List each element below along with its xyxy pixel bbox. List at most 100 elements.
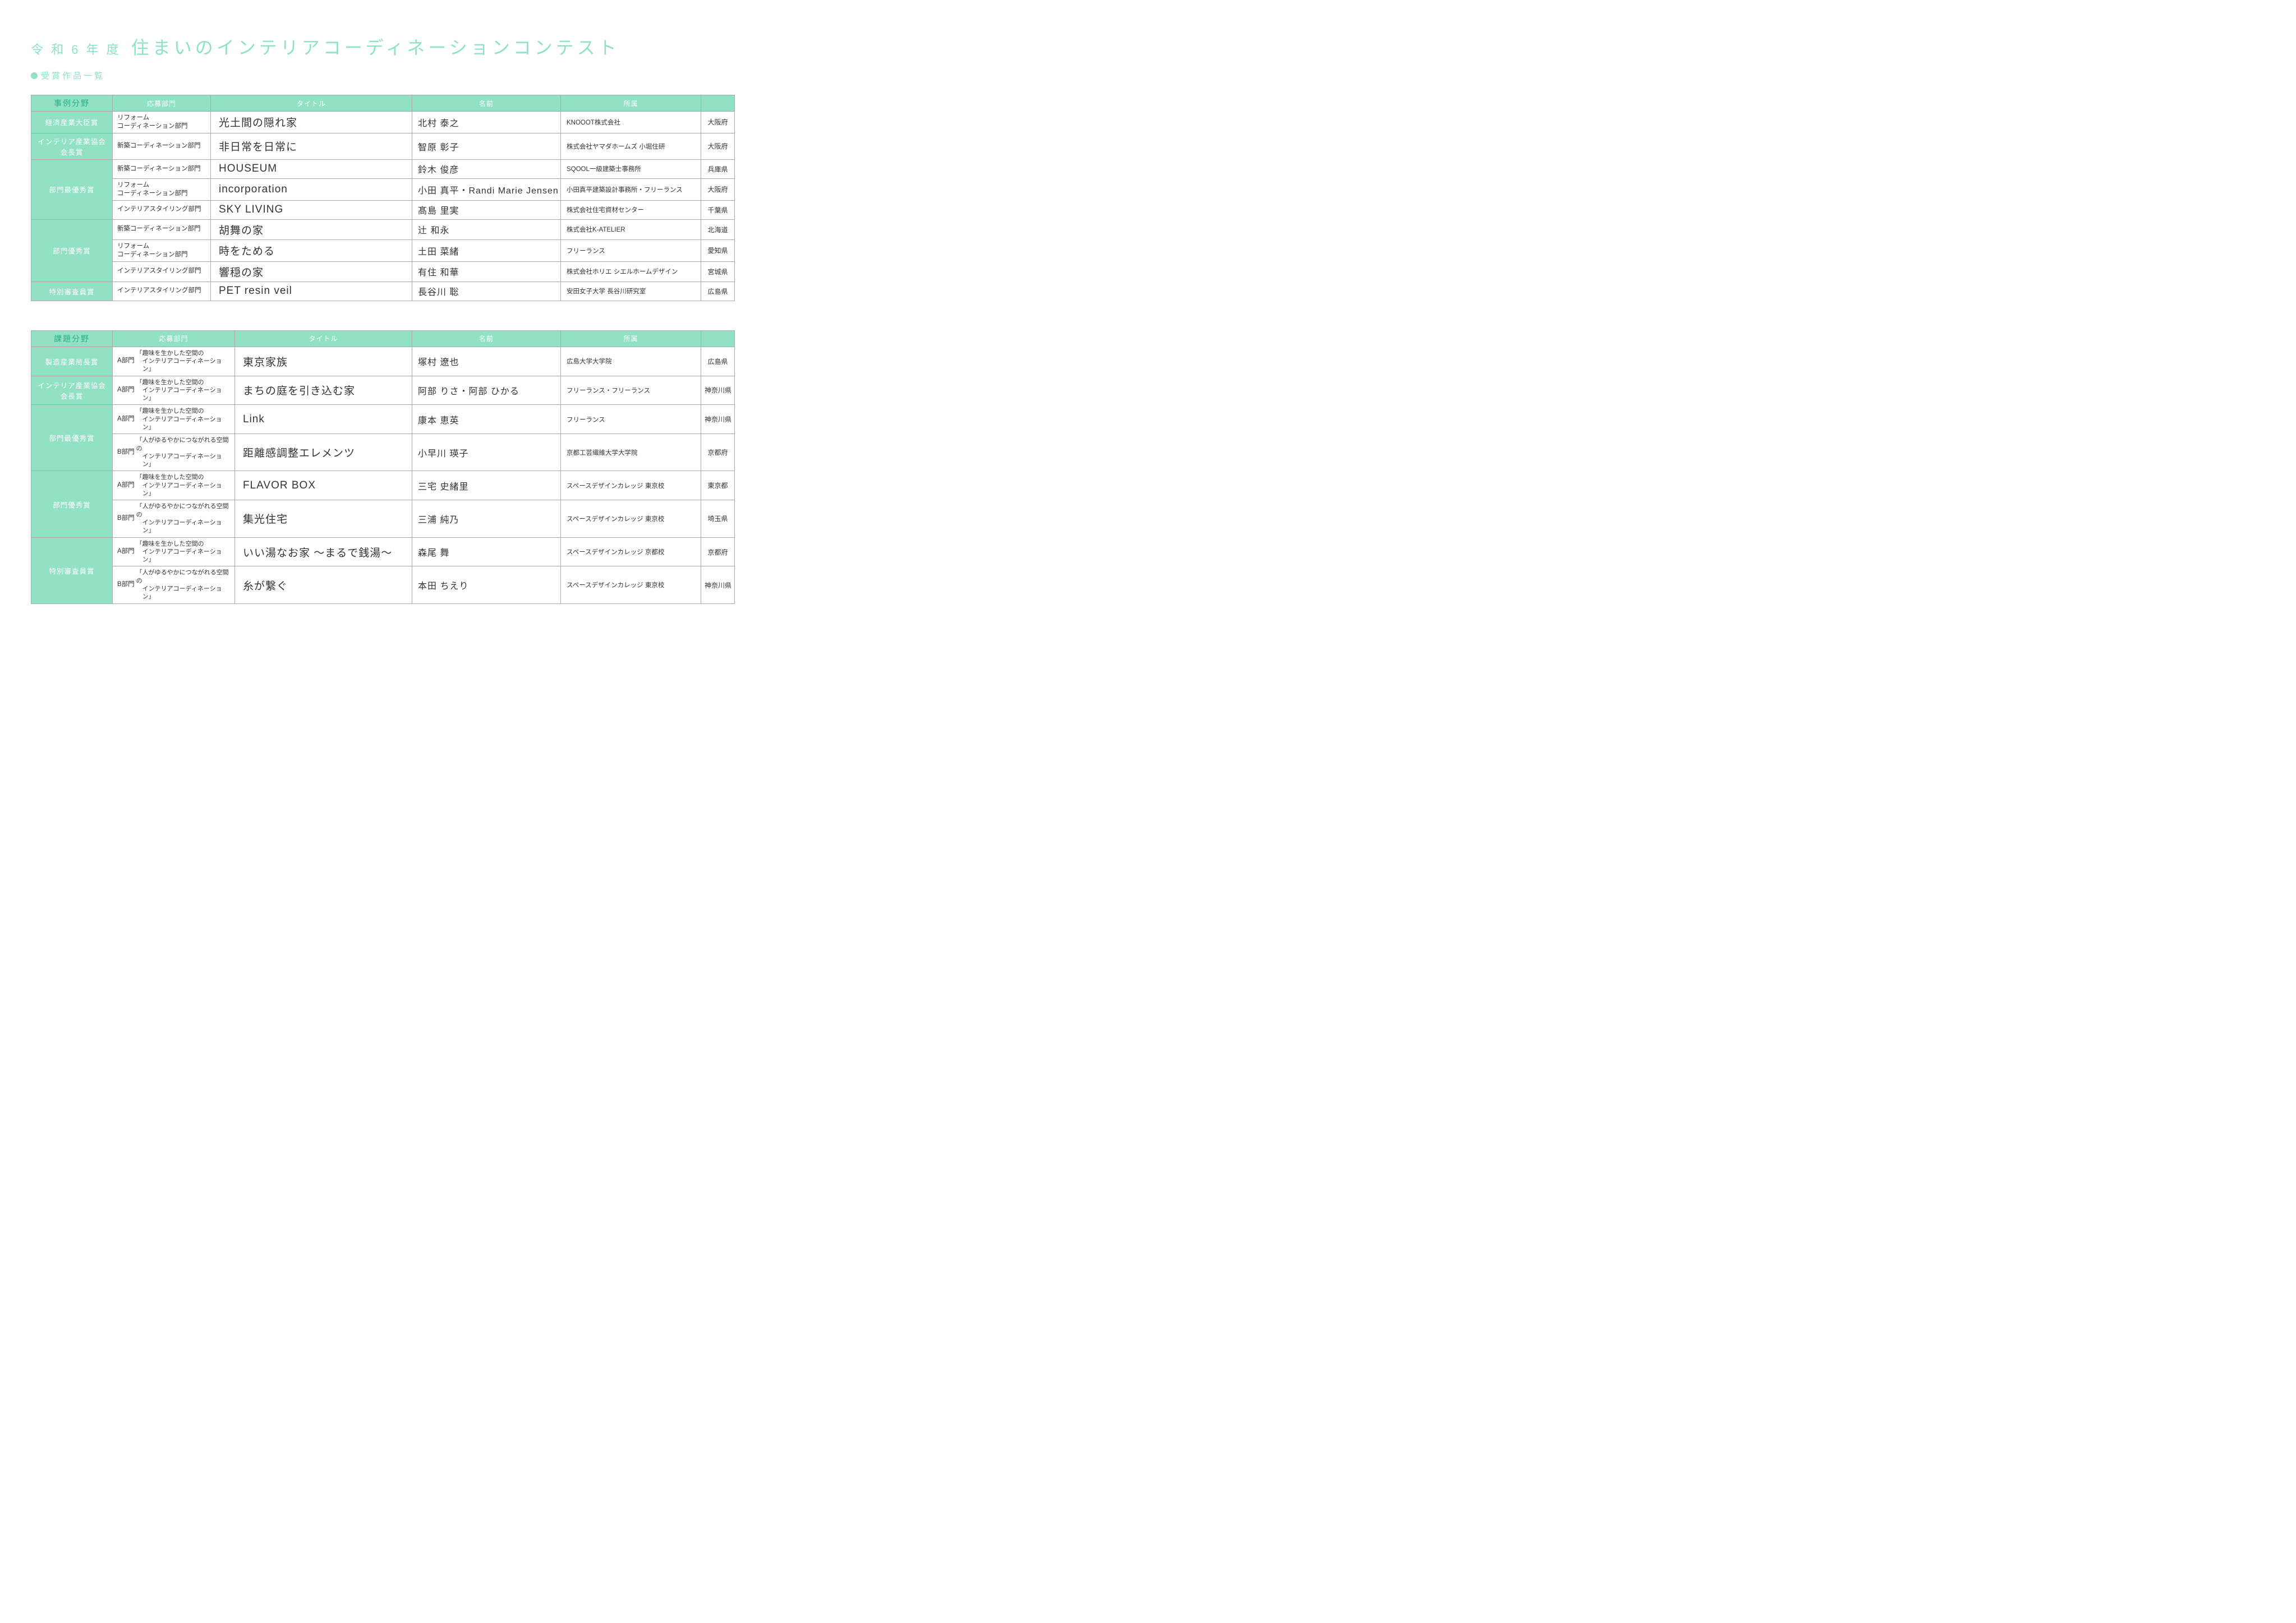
award-cell: インテリア産業協会会長賞 xyxy=(31,133,113,159)
col-aff: 所属 xyxy=(561,330,701,347)
table-row: リフォームコーディネーション部門時をためる土田 菜緒フリーランス愛知県 xyxy=(31,239,735,261)
table-row: リフォームコーディネーション部門incorporation小田 真平・Randi… xyxy=(31,178,735,200)
section-header: 課題分野 xyxy=(31,330,113,347)
col-aff: 所属 xyxy=(561,95,701,112)
table-row: 特別審査員賞インテリアスタイリング部門PET resin veil長谷川 聡安田… xyxy=(31,282,735,301)
name-cell: 阿部 りさ・阿部 ひかる xyxy=(412,376,561,405)
dept-cell: 新築コーディネーション部門 xyxy=(113,159,211,178)
col-dept: 応募部門 xyxy=(113,95,211,112)
affiliation-cell: フリーランス xyxy=(561,405,701,434)
prefecture-cell: 千葉県 xyxy=(701,200,735,219)
table-row: 経済産業大臣賞リフォームコーディネーション部門光土間の隠れ家北村 泰之KNOOO… xyxy=(31,112,735,133)
award-cell: 部門優秀賞 xyxy=(31,471,113,537)
prefecture-cell: 埼玉県 xyxy=(701,500,735,537)
name-cell: 三浦 純乃 xyxy=(412,500,561,537)
prefecture-cell: 北海道 xyxy=(701,219,735,239)
table-header-row: 事例分野 応募部門 タイトル 名前 所属 xyxy=(31,95,735,112)
table-row: 部門最優秀賞新築コーディネーション部門HOUSEUM鈴木 俊彦SQOOL一級建築… xyxy=(31,159,735,178)
title-cell: 時をためる xyxy=(211,239,412,261)
table-row: インテリア産業協会会長賞A部門「趣味を生かした空間のインテリアコーディネーション… xyxy=(31,376,735,405)
affiliation-cell: 広島大学大学院 xyxy=(561,347,701,376)
awards-table-jirei: 事例分野 応募部門 タイトル 名前 所属 経済産業大臣賞リフォームコーディネーシ… xyxy=(31,95,735,301)
prefecture-cell: 大阪府 xyxy=(701,112,735,133)
award-cell: インテリア産業協会会長賞 xyxy=(31,376,113,405)
dept-cell: B部門「人がゆるやかにつながれる空間のインテリアコーディネーション」 xyxy=(113,434,235,471)
name-cell: 三宅 史緒里 xyxy=(412,471,561,500)
table-row: 特別審査員賞A部門「趣味を生かした空間のインテリアコーディネーション」いい湯なお… xyxy=(31,537,735,566)
affiliation-cell: フリーランス xyxy=(561,239,701,261)
subtitle-row: 受賞作品一覧 xyxy=(31,70,735,81)
page-header: 令 和 6 年 度 住まいのインテリアコーディネーションコンテスト xyxy=(31,34,735,59)
table-row: B部門「人がゆるやかにつながれる空間のインテリアコーディネーション」距離感調整エ… xyxy=(31,434,735,471)
dept-cell: B部門「人がゆるやかにつながれる空間のインテリアコーディネーション」 xyxy=(113,566,235,603)
dept-cell: B部門「人がゆるやかにつながれる空間のインテリアコーディネーション」 xyxy=(113,500,235,537)
title-cell: Link xyxy=(235,405,412,434)
title-cell: HOUSEUM xyxy=(211,159,412,178)
prefecture-cell: 広島県 xyxy=(701,282,735,301)
affiliation-cell: KNOOOT株式会社 xyxy=(561,112,701,133)
prefecture-cell: 愛知県 xyxy=(701,239,735,261)
award-cell: 製造産業局長賞 xyxy=(31,347,113,376)
affiliation-cell: スペースデザインカレッジ 東京校 xyxy=(561,500,701,537)
section-header: 事例分野 xyxy=(31,95,113,112)
dept-cell: リフォームコーディネーション部門 xyxy=(113,178,211,200)
name-cell: 鈴木 俊彦 xyxy=(412,159,561,178)
affiliation-cell: 株式会社K-ATELIER xyxy=(561,219,701,239)
subtitle-label: 受賞作品一覧 xyxy=(41,70,105,81)
dept-cell: インテリアスタイリング部門 xyxy=(113,261,211,282)
table-row: B部門「人がゆるやかにつながれる空間のインテリアコーディネーション」集光住宅三浦… xyxy=(31,500,735,537)
dept-cell: リフォームコーディネーション部門 xyxy=(113,239,211,261)
award-cell: 部門最優秀賞 xyxy=(31,159,113,219)
dept-cell: 新築コーディネーション部門 xyxy=(113,133,211,159)
prefecture-cell: 神奈川県 xyxy=(701,566,735,603)
name-cell: 森尾 舞 xyxy=(412,537,561,566)
name-cell: 長谷川 聡 xyxy=(412,282,561,301)
prefecture-cell: 東京都 xyxy=(701,471,735,500)
prefecture-cell: 京都府 xyxy=(701,537,735,566)
affiliation-cell: スペースデザインカレッジ 東京校 xyxy=(561,566,701,603)
col-title: タイトル xyxy=(211,95,412,112)
table-row: インテリアスタイリング部門SKY LIVING髙島 里実株式会社住宅資材センター… xyxy=(31,200,735,219)
award-cell: 部門最優秀賞 xyxy=(31,405,113,471)
dept-cell: リフォームコーディネーション部門 xyxy=(113,112,211,133)
title-cell: 非日常を日常に xyxy=(211,133,412,159)
title-cell: いい湯なお家 〜まるで銭湯〜 xyxy=(235,537,412,566)
prefecture-cell: 京都府 xyxy=(701,434,735,471)
title-cell: 光土間の隠れ家 xyxy=(211,112,412,133)
affiliation-cell: 京都工芸繊維大学大学院 xyxy=(561,434,701,471)
bullet-icon xyxy=(31,72,38,79)
dept-cell: A部門「趣味を生かした空間のインテリアコーディネーション」 xyxy=(113,537,235,566)
affiliation-cell: フリーランス・フリーランス xyxy=(561,376,701,405)
table-row: 部門最優秀賞A部門「趣味を生かした空間のインテリアコーディネーション」Link康… xyxy=(31,405,735,434)
title-cell: FLAVOR BOX xyxy=(235,471,412,500)
affiliation-cell: 安田女子大学 長谷川研究室 xyxy=(561,282,701,301)
affiliation-cell: 株式会社住宅資材センター xyxy=(561,200,701,219)
affiliation-cell: スペースデザインカレッジ 東京校 xyxy=(561,471,701,500)
prefecture-cell: 大阪府 xyxy=(701,178,735,200)
award-cell: 経済産業大臣賞 xyxy=(31,112,113,133)
table-row: インテリア産業協会会長賞新築コーディネーション部門非日常を日常に智原 彰子株式会… xyxy=(31,133,735,159)
prefecture-cell: 広島県 xyxy=(701,347,735,376)
table-row: 部門優秀賞新築コーディネーション部門胡舞の家辻 和永株式会社K-ATELIER北… xyxy=(31,219,735,239)
award-cell: 特別審査員賞 xyxy=(31,282,113,301)
affiliation-cell: 小田真平建築設計事務所・フリーランス xyxy=(561,178,701,200)
name-cell: 土田 菜緒 xyxy=(412,239,561,261)
col-name: 名前 xyxy=(412,330,561,347)
title-cell: incorporation xyxy=(211,178,412,200)
dept-cell: A部門「趣味を生かした空間のインテリアコーディネーション」 xyxy=(113,376,235,405)
col-pref xyxy=(701,95,735,112)
dept-cell: インテリアスタイリング部門 xyxy=(113,200,211,219)
dept-cell: A部門「趣味を生かした空間のインテリアコーディネーション」 xyxy=(113,347,235,376)
award-cell: 特別審査員賞 xyxy=(31,537,113,603)
name-cell: 有住 和華 xyxy=(412,261,561,282)
main-title: 住まいのインテリアコーディネーションコンテスト xyxy=(131,34,620,59)
table-row: 部門優秀賞A部門「趣味を生かした空間のインテリアコーディネーション」FLAVOR… xyxy=(31,471,735,500)
prefecture-cell: 宮城県 xyxy=(701,261,735,282)
name-cell: 康本 恵英 xyxy=(412,405,561,434)
affiliation-cell: SQOOL一級建築士事務所 xyxy=(561,159,701,178)
col-dept: 応募部門 xyxy=(113,330,235,347)
name-cell: 小早川 瑛子 xyxy=(412,434,561,471)
name-cell: 本田 ちえり xyxy=(412,566,561,603)
awards-table-kadai: 課題分野 応募部門 タイトル 名前 所属 製造産業局長賞A部門「趣味を生かした空… xyxy=(31,330,735,604)
table-row: 製造産業局長賞A部門「趣味を生かした空間のインテリアコーディネーション」東京家族… xyxy=(31,347,735,376)
